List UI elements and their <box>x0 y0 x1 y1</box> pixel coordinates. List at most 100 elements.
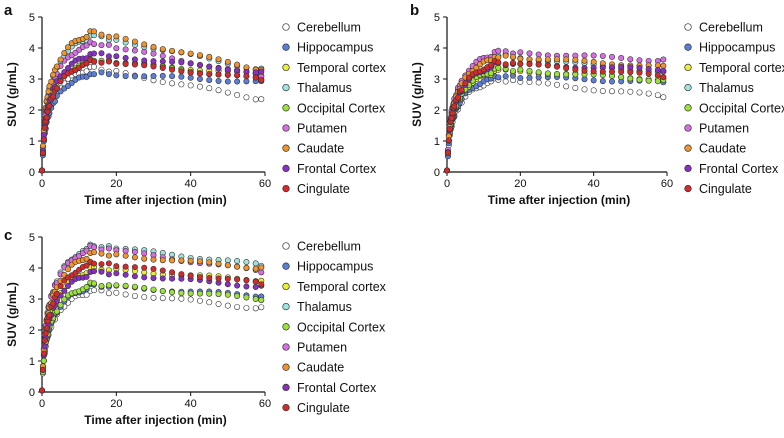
data-point <box>169 289 176 296</box>
data-point <box>654 78 661 85</box>
data-point <box>243 78 250 85</box>
data-point <box>169 257 176 264</box>
legend-label: Hippocampus <box>297 41 373 55</box>
x-tick-label: 40 <box>185 398 197 410</box>
data-point <box>98 283 105 290</box>
data-point <box>113 45 120 52</box>
data-point <box>98 42 105 49</box>
data-point <box>206 290 213 297</box>
y-tick-label: 5 <box>29 232 35 244</box>
data-point <box>57 56 64 63</box>
data-point <box>599 68 606 75</box>
data-point <box>660 67 667 74</box>
data-point <box>113 270 120 277</box>
data-point <box>234 78 241 85</box>
data-point <box>105 282 112 289</box>
data-point <box>224 58 231 65</box>
series-cingulate <box>38 57 265 174</box>
legend-marker <box>282 63 290 72</box>
data-point <box>495 59 502 66</box>
data-point <box>178 290 185 297</box>
data-point <box>169 295 176 302</box>
data-point <box>178 73 185 80</box>
data-point <box>599 78 606 85</box>
data-point <box>243 277 250 284</box>
data-point <box>572 84 579 91</box>
data-point <box>42 330 49 337</box>
data-point <box>122 263 129 270</box>
data-point <box>608 53 615 60</box>
data-point <box>581 86 588 93</box>
data-point <box>563 83 570 90</box>
data-point <box>206 77 213 84</box>
data-point <box>252 284 259 291</box>
data-point <box>122 73 129 80</box>
data-point <box>43 114 50 121</box>
legend-marker <box>282 323 290 331</box>
data-point <box>451 103 458 110</box>
data-point <box>572 66 579 73</box>
data-point <box>57 78 64 85</box>
legend-label: Thalamus <box>297 300 352 314</box>
data-point <box>150 265 157 272</box>
y-tick-label: 1 <box>29 356 35 368</box>
legend-marker <box>282 164 290 173</box>
data-point <box>113 60 120 67</box>
data-point <box>83 42 90 49</box>
x-tick-label: 40 <box>185 178 197 190</box>
data-point <box>113 72 120 79</box>
legend-label: Frontal Cortex <box>297 162 377 176</box>
data-point <box>169 269 176 276</box>
data-point <box>502 52 509 59</box>
data-point <box>645 70 652 77</box>
data-point <box>46 103 53 110</box>
data-point <box>91 249 98 256</box>
data-point <box>150 73 157 80</box>
data-point <box>215 275 222 282</box>
data-point <box>258 77 265 84</box>
legend: Cerebellum Hippocampus Temporal cortex Thal… <box>684 21 784 196</box>
legend-marker <box>282 144 290 152</box>
data-point <box>553 63 560 70</box>
data-point <box>599 87 606 94</box>
data-point <box>169 275 176 282</box>
data-point <box>131 292 138 299</box>
data-point <box>502 78 509 85</box>
data-point <box>535 61 542 68</box>
legend-label: Thalamus <box>699 81 754 95</box>
data-point <box>61 277 68 284</box>
data-point <box>215 56 222 63</box>
data-point <box>122 35 129 42</box>
data-point <box>91 63 98 70</box>
data-point <box>131 38 138 45</box>
series-cingulate <box>38 258 265 394</box>
legend-label: Putamen <box>297 341 347 355</box>
data-point <box>53 290 60 297</box>
data-point <box>178 59 185 66</box>
data-point <box>654 92 661 99</box>
data-point <box>252 305 259 312</box>
data-point <box>105 41 112 48</box>
data-point <box>53 63 60 70</box>
legend-marker <box>282 104 290 112</box>
legend-label: Caudate <box>699 142 746 156</box>
legend-marker <box>282 43 290 51</box>
data-point <box>443 167 450 174</box>
legend-marker <box>684 43 692 51</box>
data-point <box>449 110 456 117</box>
data-point <box>252 278 259 285</box>
legend-marker <box>684 63 692 72</box>
data-point <box>187 74 194 81</box>
data-point <box>196 258 203 265</box>
data-point <box>39 366 46 373</box>
data-point <box>98 268 105 275</box>
y-axis-title: SUV (g/mL) <box>410 62 424 127</box>
legend-marker <box>684 83 692 92</box>
data-point <box>105 53 112 60</box>
data-point <box>618 74 625 81</box>
data-point <box>178 257 185 264</box>
legend-marker <box>282 383 290 392</box>
data-point <box>113 282 120 289</box>
legend-marker <box>684 104 692 112</box>
data-point <box>618 68 625 75</box>
